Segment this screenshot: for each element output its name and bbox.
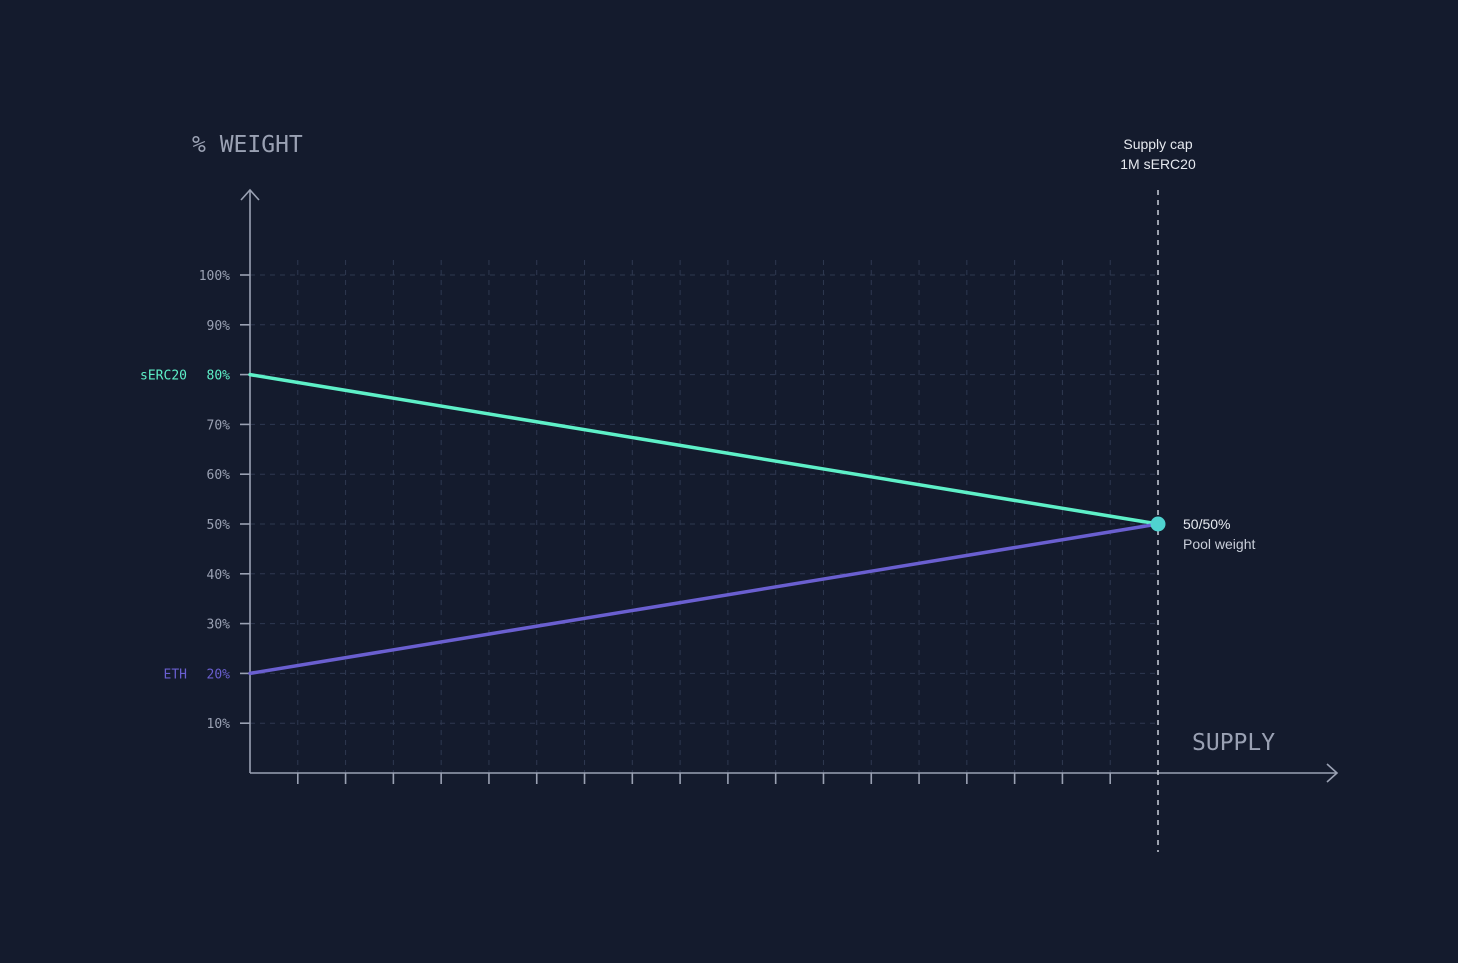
y-tick-label: 100% bbox=[199, 269, 230, 284]
series-line-eth bbox=[248, 522, 1160, 676]
supply-cap-value: 1M sERC20 bbox=[1120, 156, 1196, 172]
eth-start-value: 20% bbox=[207, 667, 231, 682]
axis-ticks bbox=[240, 274, 1112, 784]
y-tick-label: 40% bbox=[207, 568, 231, 583]
y-axis-title: % WEIGHT bbox=[192, 132, 303, 158]
supply-cap-label: Supply cap bbox=[1123, 136, 1192, 152]
grid bbox=[250, 260, 1158, 773]
y-axis-arrow bbox=[240, 188, 260, 201]
series-line-serc20 bbox=[248, 372, 1160, 526]
y-tick-label: 30% bbox=[207, 618, 231, 633]
pool-weight-marker bbox=[1150, 516, 1166, 532]
y-tick-label: 60% bbox=[207, 468, 231, 483]
x-axis-arrow bbox=[1326, 763, 1339, 783]
pool-weight-value: 50/50% bbox=[1183, 516, 1230, 532]
y-tick-labels: 10% 30% 40% 50% 60% 70% 90% 100% bbox=[199, 269, 230, 732]
axes bbox=[240, 188, 1339, 783]
serc20-series-label: sERC20 bbox=[140, 369, 187, 384]
eth-series-label: ETH bbox=[164, 667, 187, 682]
y-tick-label: 70% bbox=[207, 418, 231, 433]
series bbox=[248, 372, 1160, 676]
y-tick-label: 90% bbox=[207, 319, 231, 334]
y-tick-label: 50% bbox=[207, 518, 231, 533]
serc20-start-value: 80% bbox=[207, 369, 231, 384]
y-tick-label: 10% bbox=[207, 717, 231, 732]
x-axis-title: SUPPLY bbox=[1192, 730, 1275, 756]
pool-weight-label: Pool weight bbox=[1183, 536, 1255, 552]
